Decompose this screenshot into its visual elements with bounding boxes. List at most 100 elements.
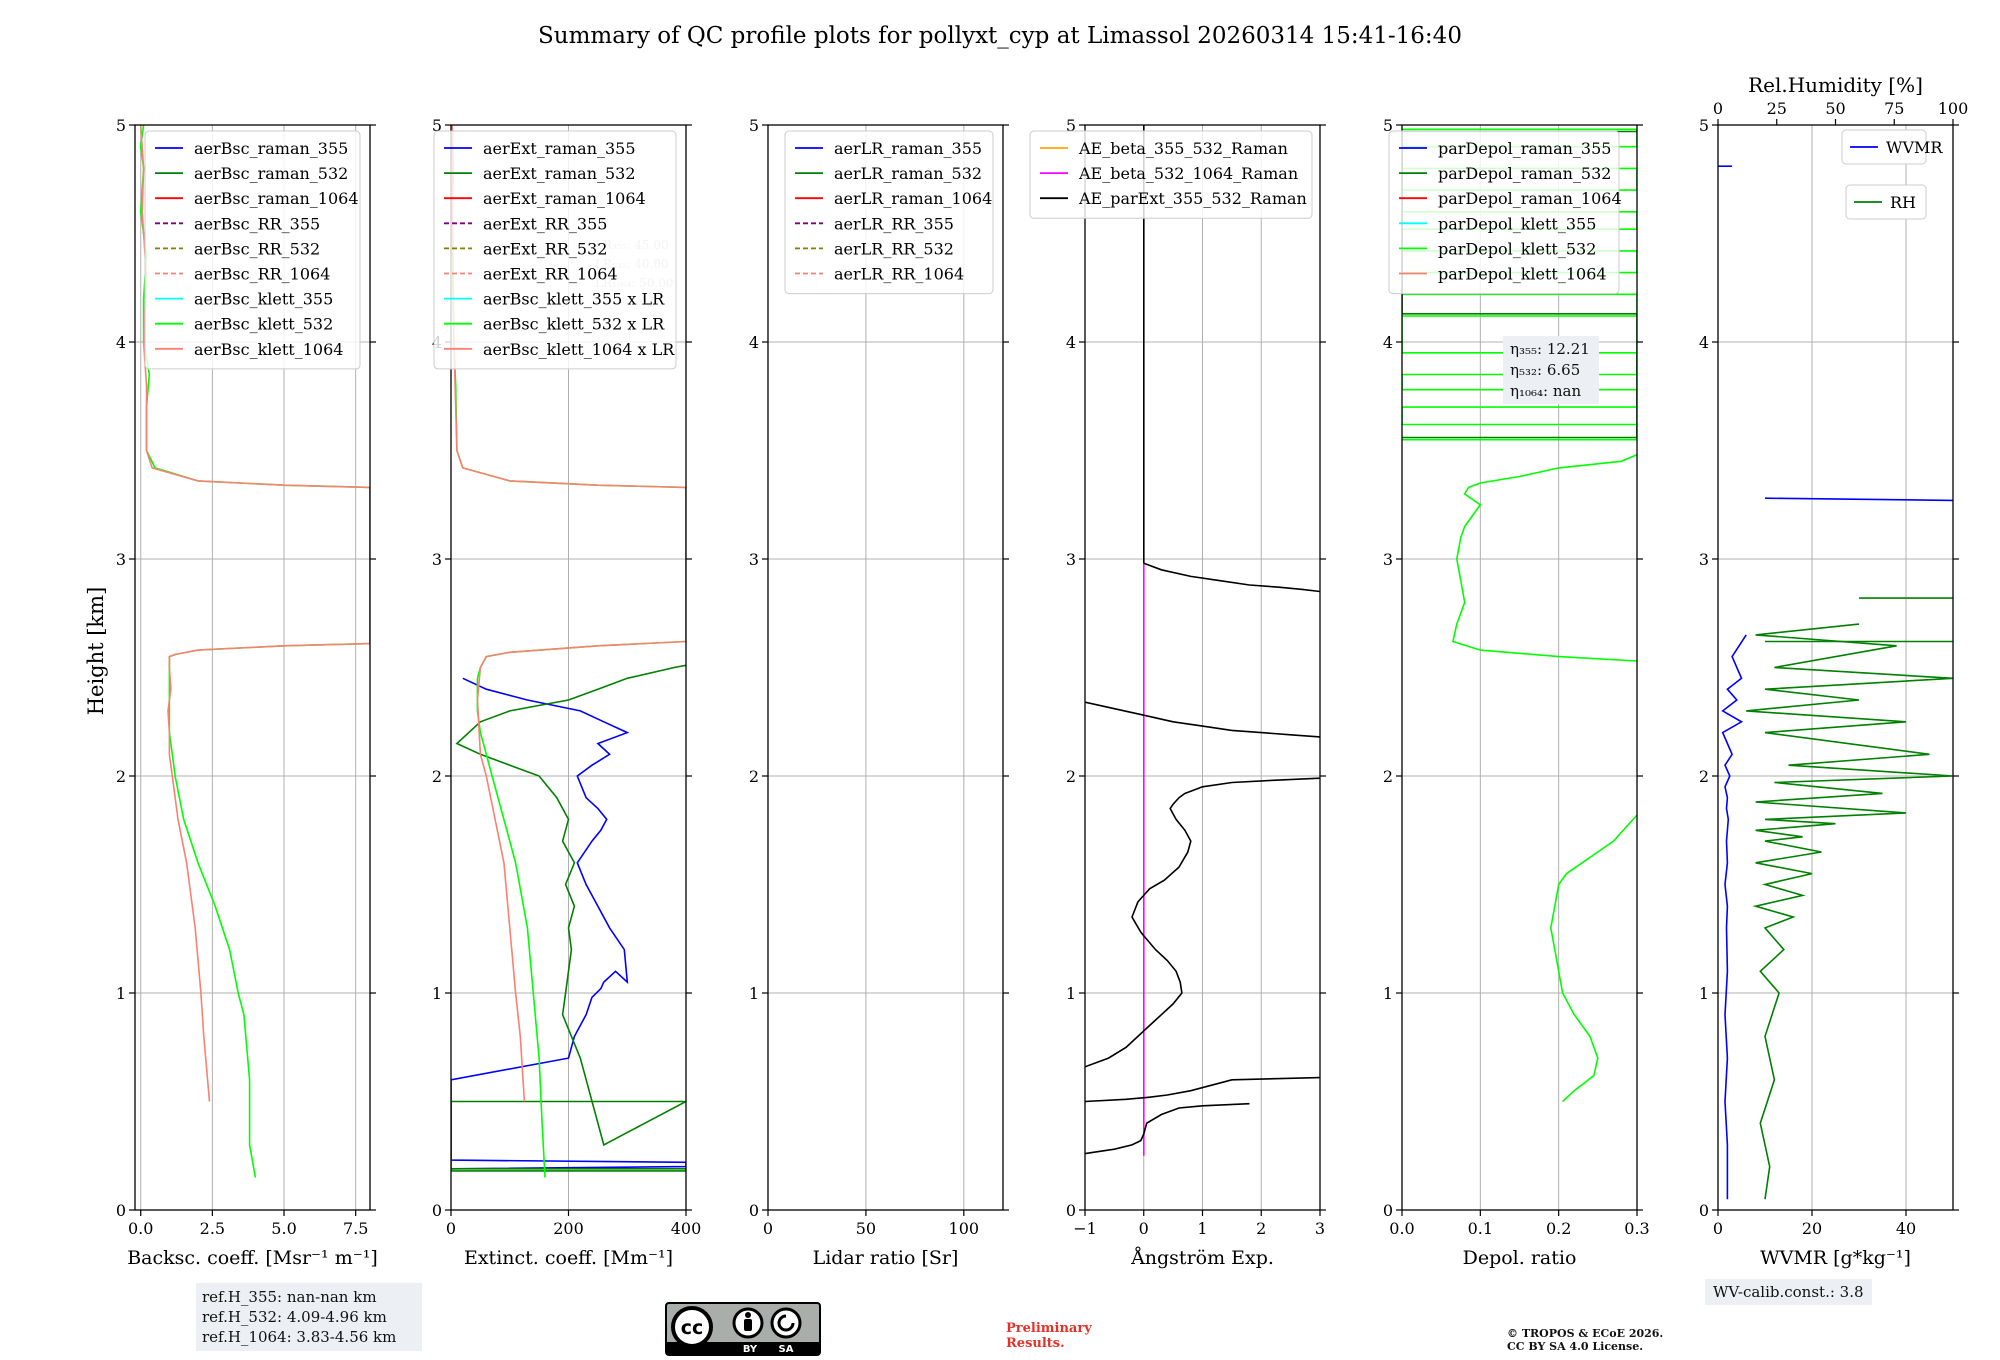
y-tick-label: 5 bbox=[432, 116, 442, 135]
legend-label-aerext-rr-532: aerExt_RR_532 bbox=[483, 239, 607, 258]
y-tick-label: 5 bbox=[749, 116, 759, 135]
legend-label-pardepol-klett-355: parDepol_klett_355 bbox=[1438, 214, 1596, 233]
series-ae-parext-355-532-raman-c bbox=[1085, 777, 1320, 1068]
legend-label-aerbsc-raman-1064: aerBsc_raman_1064 bbox=[194, 189, 359, 208]
y-tick-label: 1 bbox=[1699, 984, 1709, 1003]
top-x-tick-label: 0 bbox=[1713, 99, 1723, 118]
legend-label-aerbsc-klett-1064: aerBsc_klett_1064 bbox=[194, 340, 343, 359]
legend-label-aerbsc-rr-532: aerBsc_RR_532 bbox=[194, 239, 320, 258]
x-tick-label: 100 bbox=[949, 1219, 980, 1238]
x-tick-label: 7.5 bbox=[343, 1219, 368, 1238]
eta-label: η₃₅₅: 12.21 bbox=[1510, 340, 1590, 358]
preliminary-line-1: Preliminary bbox=[1006, 1321, 1092, 1336]
x-tick-label: 400 bbox=[671, 1219, 702, 1238]
x-tick-label: 0 bbox=[446, 1219, 456, 1238]
axes-frame bbox=[134, 124, 371, 1211]
y-tick-label: 1 bbox=[116, 984, 126, 1003]
y-tick-label: 2 bbox=[432, 767, 442, 786]
series-rh bbox=[1746, 623, 1953, 1200]
ref-h-355: ref.H_355: nan-nan km bbox=[202, 1288, 377, 1306]
legend-label-aerbsc-klett-532-x-lr: aerBsc_klett_532 x LR bbox=[483, 315, 665, 334]
x-tick-label: 2.5 bbox=[200, 1219, 225, 1238]
panel-ext: 0123450200400Extinct. coeff. [Mm⁻¹]LR₃₅₅… bbox=[432, 116, 701, 1269]
y-tick-label: 3 bbox=[749, 550, 759, 569]
legend-lr: aerLR_raman_355 aerLR_raman_532 aerLR_rama… bbox=[784, 130, 994, 295]
legend-label-aerext-rr-355: aerExt_RR_355 bbox=[483, 214, 607, 233]
x-tick-label: 0.0 bbox=[1389, 1219, 1414, 1238]
legend-label-aerlr-raman-1064: aerLR_raman_1064 bbox=[834, 189, 992, 208]
figure-title: Summary of QC profile plots for pollyxt_… bbox=[538, 23, 1462, 49]
x-tick-label: 0 bbox=[1713, 1219, 1723, 1238]
series-wvmr-b bbox=[1764, 497, 1953, 502]
y-tick-label: 3 bbox=[1699, 550, 1709, 569]
x-tick-label: −1 bbox=[1073, 1219, 1097, 1238]
legend-label-aerbsc-raman-532: aerBsc_raman_532 bbox=[194, 164, 348, 183]
legend-label-aerlr-raman-532: aerLR_raman_532 bbox=[834, 164, 982, 183]
legend-rh: RH bbox=[1845, 184, 1927, 220]
legend-depol: parDepol_raman_355 parDepol_raman_532 parD… bbox=[1388, 130, 1622, 295]
x-tick-label: 200 bbox=[553, 1219, 584, 1238]
copyright-note: © TROPOS & ECoE 2026. CC BY SA 4.0 Licen… bbox=[1507, 1327, 1663, 1353]
ref-h-532: ref.H_532: 4.09-4.96 km bbox=[202, 1308, 387, 1326]
legend-label-pardepol-raman-355: parDepol_raman_355 bbox=[1438, 139, 1611, 158]
series-aerbsc-klett-1064-x-lr bbox=[451, 125, 686, 1102]
legend-label-aerext-rr-1064: aerExt_RR_1064 bbox=[483, 265, 618, 284]
y-tick-label: 5 bbox=[1383, 116, 1393, 135]
top-x-tick-label: 75 bbox=[1884, 99, 1904, 118]
panels: 0 1 2 3 4 5 0.0 2.5 5.0 7.5 Backsc. coeff. [Msr⁻¹ … bbox=[116, 73, 1968, 1269]
y-tick-label: 3 bbox=[432, 550, 442, 569]
y-tick-label: 4 bbox=[116, 333, 126, 352]
y-tick-label: 3 bbox=[1383, 550, 1393, 569]
panel-depol: 0 1 2 3 4 5 0.0 0.1 0.2 0.3 Depol. ratio η₃₅₅: 12.2… bbox=[1383, 116, 1650, 1269]
panel-bsc: 0 1 2 3 4 5 0.0 2.5 5.0 7.5 Backsc. coeff. [Msr⁻¹ … bbox=[116, 116, 378, 1269]
legend-label-aerext-raman-532: aerExt_raman_532 bbox=[483, 164, 636, 183]
legend-label-aerbsc-rr-355: aerBsc_RR_355 bbox=[194, 214, 320, 233]
axes-frame bbox=[1717, 124, 1954, 1211]
x-axis-label-depol: Depol. ratio bbox=[1463, 1247, 1577, 1269]
x-tick-label: 3 bbox=[1315, 1219, 1325, 1238]
legend-label-aerext-raman-355: aerExt_raman_355 bbox=[483, 139, 636, 158]
x-tick-label: 40 bbox=[1896, 1219, 1916, 1238]
legend-label-pardepol-raman-532: parDepol_raman_532 bbox=[1438, 164, 1611, 183]
y-tick-label: 0 bbox=[1066, 1201, 1076, 1220]
x-tick-label: 0 bbox=[1139, 1219, 1149, 1238]
y-tick-label: 3 bbox=[116, 550, 126, 569]
legend-label-aerext-raman-1064: aerExt_raman_1064 bbox=[483, 189, 646, 208]
y-tick-label: 4 bbox=[1699, 333, 1709, 352]
x-tick-label: 0 bbox=[763, 1219, 773, 1238]
sa-icon bbox=[770, 1307, 802, 1339]
y-tick-label: 0 bbox=[116, 1201, 126, 1220]
svg-text:cc: cc bbox=[681, 1317, 704, 1339]
series-wvmr bbox=[1721, 634, 1747, 1200]
y-tick-label: 5 bbox=[1699, 116, 1709, 135]
y-tick-label: 1 bbox=[749, 984, 759, 1003]
x-axis-label-ae: Ångström Exp. bbox=[1130, 1247, 1274, 1269]
y-tick-label: 1 bbox=[1383, 984, 1393, 1003]
top-x-axis-label: Rel.Humidity [%] bbox=[1748, 73, 1923, 97]
y-tick-label: 0 bbox=[432, 1201, 442, 1220]
y-tick-label: 1 bbox=[1066, 984, 1076, 1003]
y-axis-label: Height [km] bbox=[84, 587, 108, 716]
ref-h-1064: ref.H_1064: 3.83-4.56 km bbox=[202, 1328, 397, 1346]
legend-frame bbox=[1841, 129, 1927, 165]
copyright-line-1: © TROPOS & ECoE 2026. bbox=[1507, 1327, 1664, 1340]
x-tick-label: 20 bbox=[1802, 1219, 1822, 1238]
x-axis-label-lr: Lidar ratio [Sr] bbox=[813, 1247, 959, 1269]
y-tick-label: 4 bbox=[1066, 333, 1076, 352]
legend-frame bbox=[1845, 184, 1927, 220]
legend-ext: aerExt_raman_355 aerExt_raman_532 aerExt_r… bbox=[433, 130, 677, 370]
legend-label-ae-beta-532-1064-raman: AE_beta_532_1064_Raman bbox=[1078, 164, 1298, 183]
eta-label: η₅₃₂: 6.65 bbox=[1510, 361, 1580, 379]
legend-frame bbox=[1388, 130, 1620, 295]
legend-label-aerbsc-raman-355: aerBsc_raman_355 bbox=[194, 139, 348, 158]
x-tick-label: 2 bbox=[1256, 1219, 1266, 1238]
top-x-tick-label: 100 bbox=[1938, 99, 1969, 118]
wv-calib-box: WV-calib.const.: 3.8 bbox=[1705, 1279, 1872, 1305]
legend-label-ae-parext-355-532-raman: AE_parExt_355_532_Raman bbox=[1078, 189, 1307, 208]
x-tick-label: 0.2 bbox=[1546, 1219, 1571, 1238]
legend-label-pardepol-klett-1064: parDepol_klett_1064 bbox=[1438, 265, 1607, 284]
y-tick-label: 4 bbox=[749, 333, 759, 352]
